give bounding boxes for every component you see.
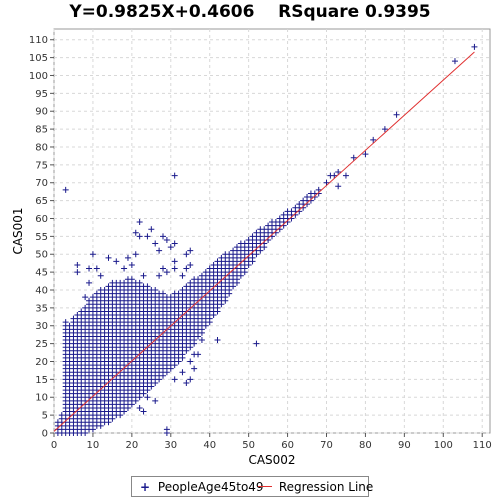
x-tick-label: 0	[51, 440, 57, 451]
y-tick-label: 110	[29, 35, 48, 46]
y-tick-label: 80	[35, 142, 48, 153]
x-tick-label: 40	[203, 440, 216, 451]
x-axis-label: CAS002	[248, 453, 295, 467]
y-tick-label: 0	[42, 429, 48, 440]
y-axis-label: CAS001	[11, 207, 25, 254]
x-tick-label: 30	[164, 440, 177, 451]
x-tick-label: 20	[125, 440, 138, 451]
y-tick-label: 45	[35, 268, 48, 279]
x-tick-label: 10	[87, 440, 100, 451]
regression-line	[53, 51, 475, 432]
y-tick-label: 5	[42, 411, 48, 422]
y-tick-label: 10	[35, 393, 48, 404]
y-tick-label: 95	[35, 89, 48, 100]
point-markers	[54, 43, 478, 436]
y-tick-label: 35	[35, 303, 48, 314]
y-tick-label: 50	[35, 250, 48, 261]
y-tick-label: 25	[35, 339, 48, 350]
y-tick-label: 105	[29, 53, 48, 64]
x-tick-label: 80	[359, 440, 372, 451]
x-tick-label: 50	[242, 440, 255, 451]
x-tick-label: 100	[434, 440, 453, 451]
y-tick-label: 40	[35, 285, 48, 296]
x-tick-label: 110	[473, 440, 492, 451]
y-tick-label: 85	[35, 125, 48, 136]
line-marker-icon	[258, 486, 272, 487]
y-tick-label: 60	[35, 214, 48, 225]
y-tick-label: 70	[35, 178, 48, 189]
y-tick-label: 90	[35, 107, 48, 118]
x-tick-label: 60	[281, 440, 294, 451]
legend-item-points: + PeopleAge45to49	[140, 480, 264, 494]
data-points	[54, 43, 478, 436]
legend-item-regression: Regression Line	[258, 480, 373, 494]
y-tick-label: 30	[35, 321, 48, 332]
y-tick-label: 15	[35, 375, 48, 386]
y-tick-label: 100	[29, 71, 48, 82]
legend-label-regression: Regression Line	[278, 480, 374, 494]
x-tick-label: 70	[320, 440, 333, 451]
plus-marker-icon: +	[140, 480, 151, 494]
x-tick-label: 90	[398, 440, 411, 451]
legend-label-points: PeopleAge45to49	[157, 480, 264, 494]
axes: 0 10 20 30 40 50 60 70 80 90 100 110 0 5 10 15 20 25 30 35 4…	[29, 35, 492, 451]
y-tick-label: 75	[35, 160, 48, 171]
legend: + PeopleAge45to49 Regression Line	[131, 476, 373, 497]
y-tick-label: 20	[35, 357, 48, 368]
chart-title: Y=0.9825X+0.4606 RSquare 0.9395	[69, 2, 431, 22]
y-tick-label: 55	[35, 232, 48, 243]
y-tick-label: 65	[35, 196, 48, 207]
